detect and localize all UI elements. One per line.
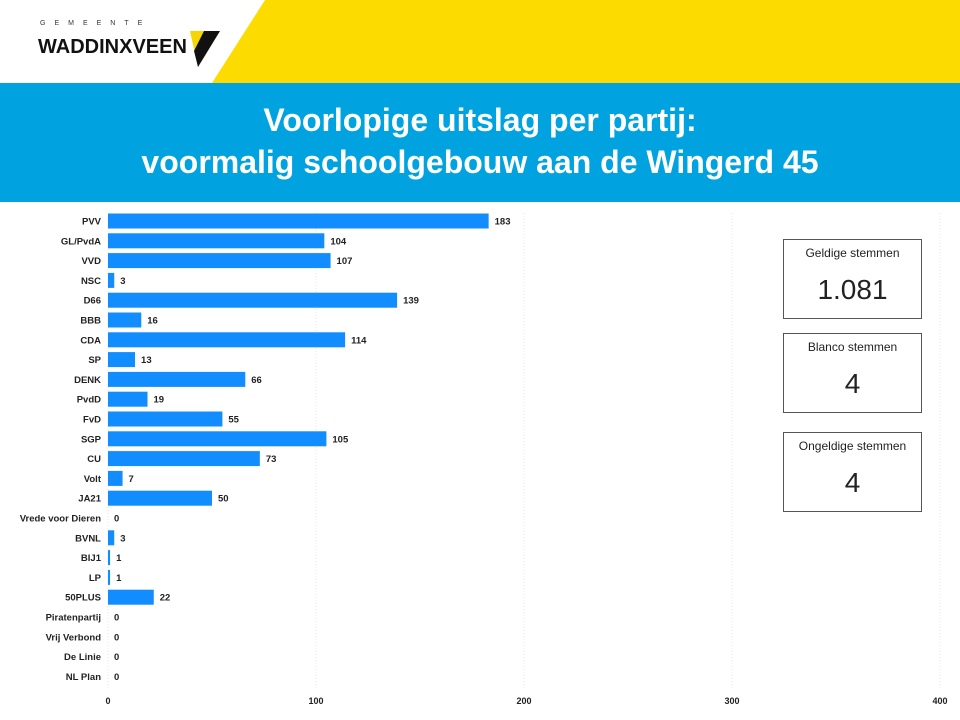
- card-label: Ongeldige stemmen: [798, 439, 907, 453]
- data-label: 0: [114, 672, 119, 683]
- category-label: BIJ1: [81, 553, 102, 564]
- bar: [108, 213, 489, 229]
- card-value: 1.081: [817, 274, 888, 305]
- category-label: DENK: [74, 375, 101, 386]
- category-label: NL Plan: [66, 672, 101, 683]
- bar: [108, 371, 246, 387]
- data-label: 139: [403, 296, 419, 307]
- category-label: BVNL: [75, 533, 101, 544]
- category-label: Vrede voor Dieren: [20, 514, 102, 525]
- category-label: BBB: [80, 316, 101, 327]
- x-tick-label: 200: [516, 696, 531, 706]
- data-label: 0: [114, 632, 119, 643]
- header-yellow-shape: [212, 0, 960, 83]
- bar: [108, 530, 115, 546]
- data-label: 22: [160, 593, 171, 604]
- data-label: 50: [218, 494, 229, 505]
- data-label: 3: [120, 276, 125, 287]
- category-label: LP: [89, 573, 102, 584]
- bar: [108, 352, 136, 368]
- category-label: PvdD: [77, 395, 101, 406]
- data-label: 19: [154, 395, 165, 406]
- data-label: 114: [351, 335, 367, 346]
- data-label: 105: [332, 434, 349, 445]
- data-label: 16: [147, 316, 158, 327]
- title-line-1: Voorlopige uitslag per partij:: [263, 102, 697, 138]
- x-tick-label: 0: [105, 696, 110, 706]
- bar: [108, 272, 115, 288]
- category-label: FvD: [83, 415, 101, 426]
- category-label: SP: [88, 355, 101, 366]
- logo-name: WADDINXVEEN: [38, 36, 187, 58]
- bar: [108, 312, 142, 328]
- bar: [108, 253, 331, 269]
- category-label: 50PLUS: [65, 593, 101, 604]
- logo: GEMEENTE WADDINXVEEN: [38, 20, 221, 67]
- data-label: 13: [141, 355, 152, 366]
- title-banner: Voorlopige uitslag per partij: voormalig…: [0, 83, 960, 202]
- card-value: 4: [844, 467, 861, 498]
- category-label: De Linie: [64, 652, 101, 663]
- bar: [108, 569, 111, 585]
- category-label: CU: [87, 454, 101, 465]
- category-label: PVV: [82, 217, 102, 228]
- card-label: Geldige stemmen: [805, 246, 900, 260]
- category-label: VVD: [81, 256, 101, 267]
- data-label: 0: [114, 652, 119, 663]
- card-valid-votes: Geldige stemmen 1.081: [783, 239, 922, 319]
- category-label: D66: [84, 296, 101, 307]
- card-blank-votes: Blanco stemmen 4: [783, 333, 922, 413]
- bar: [108, 292, 398, 308]
- bar: [108, 391, 148, 407]
- data-label: 0: [114, 514, 119, 525]
- data-label: 73: [266, 454, 277, 465]
- bar: [108, 332, 346, 348]
- category-label: GL/PvdA: [61, 236, 101, 247]
- data-label: 1: [116, 573, 122, 584]
- logo-emblem-icon: [190, 31, 221, 67]
- data-label: 66: [251, 375, 262, 386]
- category-label: SGP: [81, 434, 102, 445]
- category-label: Vrij Verbond: [46, 632, 102, 643]
- x-tick-label: 300: [724, 696, 739, 706]
- bar: [108, 233, 325, 249]
- data-label: 3: [120, 533, 125, 544]
- title-line-2: voormalig schoolgebouw aan de Wingerd 45: [141, 144, 819, 180]
- data-label: 1: [116, 553, 122, 564]
- data-label: 0: [114, 613, 119, 624]
- x-tick-label: 400: [932, 696, 947, 706]
- data-label: 55: [228, 415, 239, 426]
- category-label: NSC: [81, 276, 101, 287]
- bar: [108, 490, 212, 506]
- category-label: Piratenpartij: [46, 613, 101, 624]
- bar: [108, 470, 123, 486]
- category-label: Volt: [84, 474, 102, 485]
- bar: [108, 589, 154, 605]
- category-label: CDA: [80, 335, 101, 346]
- category-label: JA21: [78, 494, 101, 505]
- card-invalid-votes: Ongeldige stemmen 4: [783, 432, 922, 512]
- logo-top-text: GEMEENTE: [40, 20, 152, 27]
- bar: [108, 411, 223, 427]
- data-label: 183: [495, 217, 511, 228]
- data-label: 7: [129, 474, 134, 485]
- data-label: 107: [337, 256, 353, 267]
- data-label: 104: [330, 236, 347, 247]
- bar: [108, 451, 260, 467]
- x-tick-label: 100: [308, 696, 323, 706]
- bar: [108, 550, 111, 566]
- card-value: 4: [844, 368, 861, 399]
- bar: [108, 431, 327, 447]
- card-label: Blanco stemmen: [807, 340, 898, 354]
